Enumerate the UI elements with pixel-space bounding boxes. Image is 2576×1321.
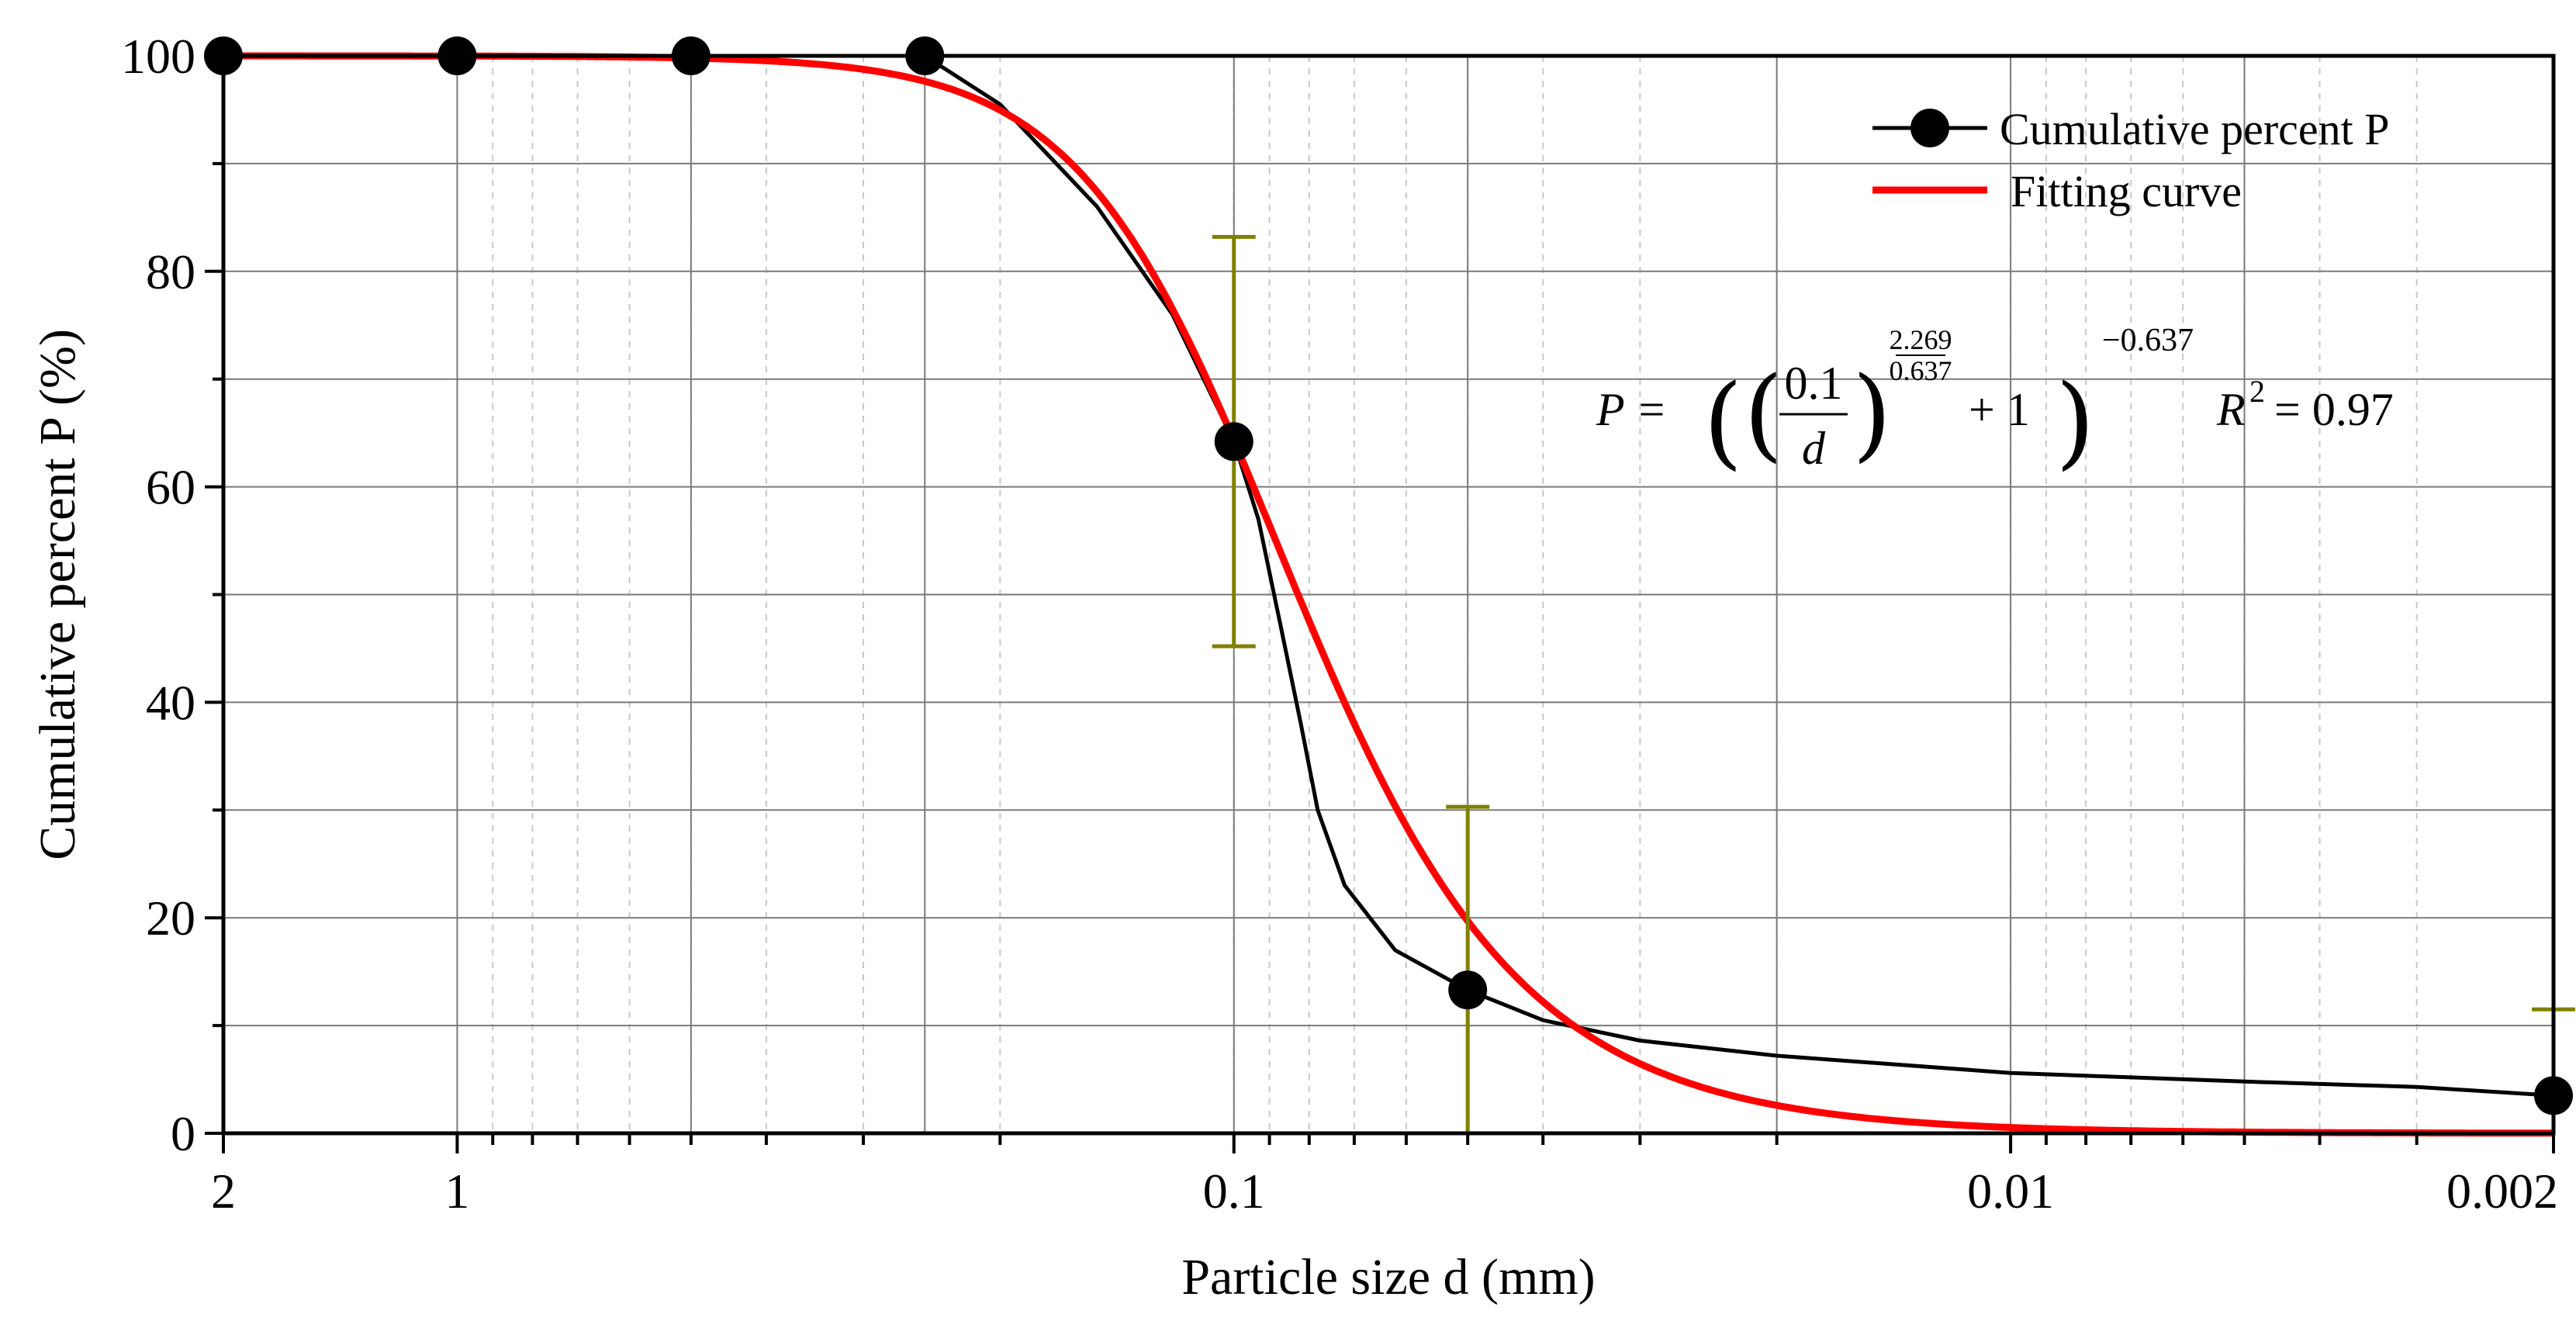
equation-numerator: 0.1 <box>1785 358 1843 409</box>
y-tick-label: 60 <box>146 460 195 515</box>
data-point <box>1214 422 1253 462</box>
legend-label-cumulative: Cumulative percent P <box>2000 104 2390 154</box>
equation-lhs: P = <box>1596 384 1667 435</box>
grid <box>223 56 2554 1133</box>
x-tick-label: 0.1 <box>1203 1164 1265 1219</box>
r-squared-superscript: 2 <box>2249 374 2265 409</box>
fit-equation: P = ( ( 0.1 d ) 2.269 0.637 + 1 ) −0.637… <box>1596 323 2394 480</box>
legend: Cumulative percent P Fitting curve <box>1872 104 2390 216</box>
y-axis-title: Cumulative percent P (%) <box>29 329 86 860</box>
equation-paren-open-inner: ( <box>1744 354 1783 472</box>
x-axis-title: Particle size d (mm) <box>1181 1249 1595 1305</box>
y-tick-label: 40 <box>146 675 195 730</box>
series-line-cumulative <box>923 54 2554 1098</box>
axes: 0 20 40 60 80 100 2 1 0.1 0.01 0.002 <box>121 29 2558 1219</box>
equation-paren-open-outer: ( <box>1703 362 1743 480</box>
x-tick-label: 0.01 <box>1967 1164 2054 1219</box>
y-tick-label: 80 <box>146 244 195 299</box>
equation-outer-exponent: −0.637 <box>2102 323 2194 358</box>
equation-exponent-numerator: 2.269 <box>1890 324 1952 355</box>
x-tick-label: 1 <box>444 1164 469 1219</box>
error-bar <box>1446 804 1490 1133</box>
equation-exponent-denominator: 0.637 <box>1890 355 1952 386</box>
r-squared-value: = 0.97 <box>2274 384 2394 435</box>
r-squared-symbol: R <box>2216 384 2246 435</box>
equation-denominator: d <box>1802 423 1826 474</box>
legend-label-fitting: Fitting curve <box>2011 166 2242 216</box>
equation-plus-one: + 1 <box>1969 384 2030 435</box>
legend-marker-cumulative <box>1910 109 1949 147</box>
y-tick-label: 0 <box>171 1106 195 1161</box>
y-tick-label: 20 <box>146 890 195 946</box>
x-tick-label: 0.002 <box>2446 1164 2558 1219</box>
equation-paren-close-outer: ) <box>2056 362 2095 480</box>
data-point <box>1448 970 1488 1010</box>
y-tick-label: 100 <box>121 29 195 84</box>
x-tick-label: 2 <box>211 1164 236 1219</box>
equation-paren-close-inner: ) <box>1852 354 1892 472</box>
